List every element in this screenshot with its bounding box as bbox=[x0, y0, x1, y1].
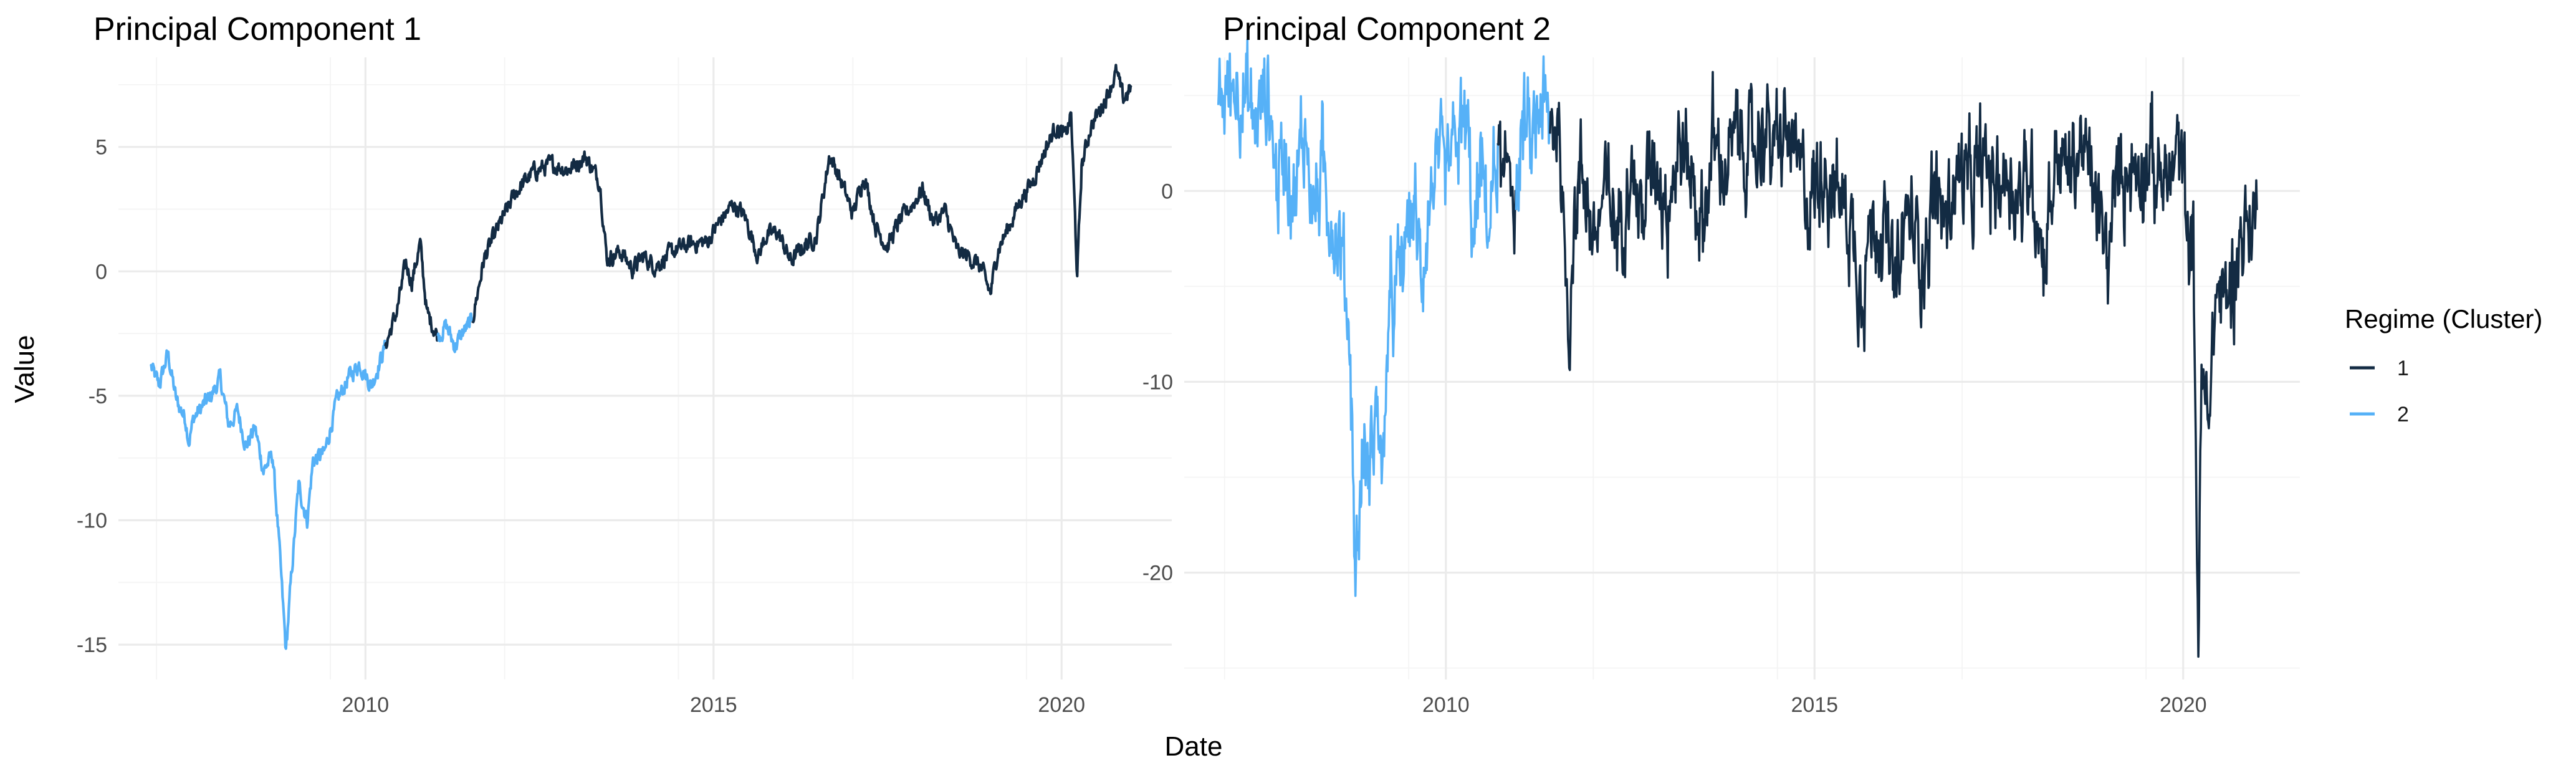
panel-pc2: 2010 2015 2020 -20 -10 0 Principal Component … bbox=[1142, 11, 2300, 717]
panel-pc1-title: Principal Component 1 bbox=[93, 11, 421, 47]
series-line-regime-2 bbox=[149, 339, 387, 650]
panel-pc2-ticks: 2010 2015 2020 -20 -10 0 bbox=[1142, 180, 2207, 717]
series-line-regime-1 bbox=[1496, 120, 1518, 255]
legend-title: Regime (Cluster) bbox=[2345, 304, 2542, 334]
x-tick-label: 2010 bbox=[1422, 693, 1470, 717]
legend-label-regime-1: 1 bbox=[2397, 357, 2409, 380]
panel-pc2-series bbox=[1217, 39, 2258, 658]
x-tick-label: 2015 bbox=[1791, 693, 1838, 717]
x-tick-label: 2020 bbox=[2160, 693, 2207, 717]
series-line-regime-2 bbox=[1217, 39, 1499, 597]
y-tick-label: -10 bbox=[77, 509, 107, 533]
y-tick-label: -20 bbox=[1142, 562, 1173, 585]
series-line-regime-1 bbox=[1549, 70, 2258, 658]
series-line-regime-1 bbox=[384, 238, 439, 349]
y-tick-label: 0 bbox=[95, 260, 107, 284]
x-axis-label: Date bbox=[1165, 731, 1223, 762]
y-tick-label: -15 bbox=[77, 633, 107, 657]
series-line-regime-2 bbox=[1515, 55, 1551, 212]
y-tick-label: 0 bbox=[1161, 180, 1173, 203]
panel-pc1: 2010 2015 2020 -15 -10 -5 0 5 Principal Compone… bbox=[77, 11, 1172, 717]
y-tick-label: -10 bbox=[1142, 370, 1173, 394]
x-tick-label: 2015 bbox=[690, 693, 737, 717]
panel-pc1-ticks: 2010 2015 2020 -15 -10 -5 0 5 bbox=[77, 136, 1085, 717]
y-tick-label: 5 bbox=[95, 136, 107, 160]
legend-label-regime-2: 2 bbox=[2397, 403, 2409, 426]
legend: Regime (Cluster) 1 2 bbox=[2345, 304, 2542, 426]
panel-pc1-series bbox=[149, 64, 1132, 650]
series-line-regime-1 bbox=[471, 64, 1132, 324]
x-tick-label: 2010 bbox=[342, 693, 390, 717]
panel-pc1-grid bbox=[118, 57, 1172, 679]
y-tick-label: -5 bbox=[89, 385, 107, 408]
x-tick-label: 2020 bbox=[1038, 693, 1085, 717]
panel-pc2-title: Principal Component 2 bbox=[1223, 11, 1551, 47]
y-axis-label: Value bbox=[9, 335, 40, 403]
series-line-regime-2 bbox=[436, 312, 474, 353]
